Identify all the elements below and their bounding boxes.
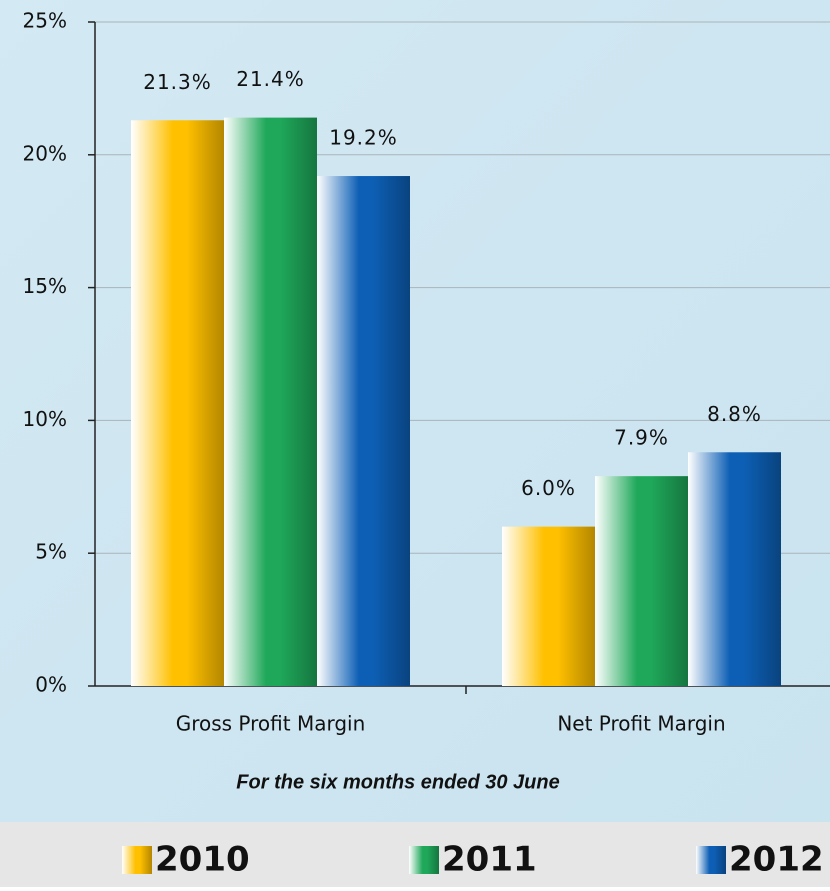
legend-label: 2012 — [729, 840, 824, 880]
y-tick-label: 5% — [35, 540, 67, 564]
x-tick-label: Net Profit Margin — [557, 712, 725, 736]
legend-label: 2010 — [155, 840, 250, 880]
y-tick-label: 20% — [23, 141, 67, 165]
plot-background — [0, 0, 830, 822]
bar-shade — [595, 476, 688, 686]
bar-shade — [502, 526, 595, 686]
legend-label: 2011 — [442, 840, 537, 880]
y-tick-label: 25% — [23, 9, 67, 33]
y-tick-label: 15% — [23, 274, 67, 298]
y-tick-label: 10% — [23, 407, 67, 431]
legend-swatch-shade — [122, 846, 152, 874]
value-label: 6.0% — [521, 476, 576, 500]
bar-shade — [317, 176, 410, 686]
value-label: 19.2% — [329, 126, 398, 150]
value-label: 21.4% — [236, 67, 305, 91]
bar-shade — [131, 120, 224, 687]
annotation: For the six months ended 30 June — [236, 771, 559, 793]
legend-swatch-shade — [409, 846, 439, 874]
value-label: 21.3% — [143, 70, 212, 94]
value-label: 7.9% — [614, 426, 669, 450]
value-label: 8.8% — [707, 402, 762, 426]
bar-shade — [224, 117, 317, 687]
x-tick-label: Gross Profit Margin — [176, 712, 366, 736]
legend-swatch-shade — [696, 846, 726, 874]
bar-shade — [688, 452, 781, 686]
y-tick-label: 0% — [35, 673, 67, 697]
